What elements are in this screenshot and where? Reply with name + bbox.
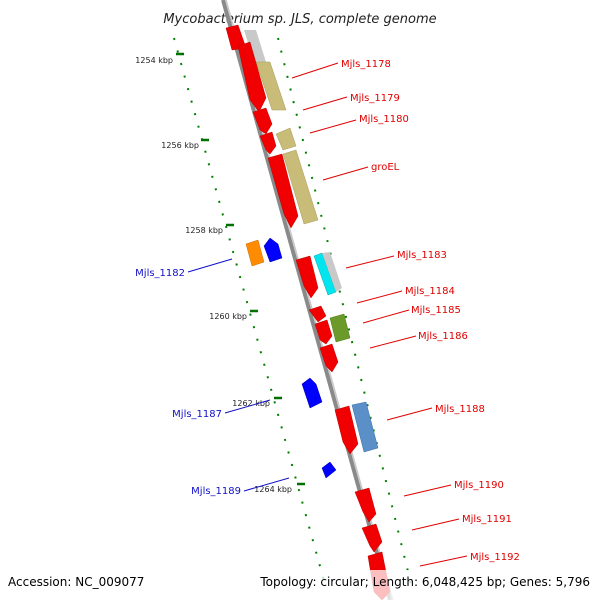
gene-label-mjls-1187[interactable]: Mjls_1187 [172,409,222,420]
gene-arrow-forward[interactable] [314,319,333,345]
label-connector [356,290,403,304]
gene-label-groel[interactable]: groEL [371,162,400,173]
gene-arrow-forward[interactable] [334,405,359,455]
label-connector [345,255,395,269]
label-connector [243,477,290,492]
label-connector [322,166,369,181]
cog-feature-olive[interactable] [255,61,287,111]
tick-label-1256: 1256 kbp [161,141,199,150]
cog-feature-olive[interactable] [282,149,319,225]
forward-gene-track [225,24,391,601]
label-connector [386,407,433,421]
gene-arrow-forward[interactable] [237,41,267,113]
tick-label-1260: 1260 kbp [209,312,247,321]
gene-label-mjls-1191[interactable]: Mjls_1191 [462,514,512,525]
gene-arrow-forward[interactable] [267,153,299,229]
gene-label-mjls-1185[interactable]: Mjls_1185 [411,305,461,316]
label-connector [187,258,233,273]
gene-arrow-reverse[interactable] [321,461,337,479]
major-ticks [176,52,305,486]
gene-label-mjls-1182[interactable]: Mjls_1182 [135,268,185,279]
label-connector [419,555,468,567]
gene-arrow-forward[interactable] [259,131,277,155]
tick-label-1254: 1254 kbp [135,56,173,65]
tick-label-1262: 1262 kbp [232,399,270,408]
gene-label-mjls-1188[interactable]: Mjls_1188 [435,404,485,415]
gene-arrow-reverse[interactable] [263,237,283,263]
cog-feature-grey[interactable] [322,252,342,292]
tick-track-left [173,37,327,589]
label-connector [302,96,348,111]
reverse-gene-track [245,237,337,479]
gene-arrow-forward[interactable] [354,487,377,523]
reverse-label-connectors [187,258,290,492]
forward-gene-labels: Mjls_1178 Mjls_1179 Mjls_1180 groEL Mjls… [341,59,520,563]
map-title: Mycobacterium sp. JLS, complete genome [163,12,436,27]
tick-label-1258: 1258 kbp [185,226,223,235]
tick-label-1264: 1264 kbp [254,485,292,494]
footer-accession: Accession: NC_009077 [8,575,144,589]
gene-arrow-forward[interactable] [361,523,383,553]
gene-arrow-reverse-orange[interactable] [245,239,265,267]
gene-label-mjls-1178[interactable]: Mjls_1178 [341,59,391,70]
gene-arrow-forward[interactable] [308,305,327,323]
gene-arrow-reverse[interactable] [301,377,323,409]
gene-arrow-forward[interactable] [252,107,273,135]
reverse-gene-labels: Mjls_1182 Mjls_1187 Mjls_1189 [135,268,241,497]
gene-label-mjls-1183[interactable]: Mjls_1183 [397,250,447,261]
gene-label-mjls-1184[interactable]: Mjls_1184 [405,286,455,297]
gene-label-mjls-1190[interactable]: Mjls_1190 [454,480,504,491]
gene-label-mjls-1179[interactable]: Mjls_1179 [350,93,400,104]
gene-arrow-forward[interactable] [319,343,339,373]
label-connector [291,62,339,79]
gene-arrow-forward[interactable] [295,255,319,299]
gene-label-mjls-1180[interactable]: Mjls_1180 [359,114,409,125]
forward-label-connectors [291,62,468,567]
label-connector [309,119,357,134]
cog-feature-olive[interactable] [275,127,297,151]
footer-backdrop [0,570,600,600]
label-connector [224,399,271,414]
label-connector [411,518,460,531]
label-connector [403,484,452,497]
footer-genome-info: Topology: circular; Length: 6,048,425 bp… [259,575,590,589]
cog-feature-grey[interactable] [244,30,266,62]
label-connector [369,335,417,349]
cog-feature-steel[interactable] [351,401,379,453]
label-connector [362,309,410,324]
cog-feature-green[interactable] [329,313,351,343]
gene-label-mjls-1186[interactable]: Mjls_1186 [418,331,468,342]
gene-label-mjls-1189[interactable]: Mjls_1189 [191,486,241,497]
gene-label-mjls-1192[interactable]: Mjls_1192 [470,552,520,563]
cog-track [244,30,379,453]
